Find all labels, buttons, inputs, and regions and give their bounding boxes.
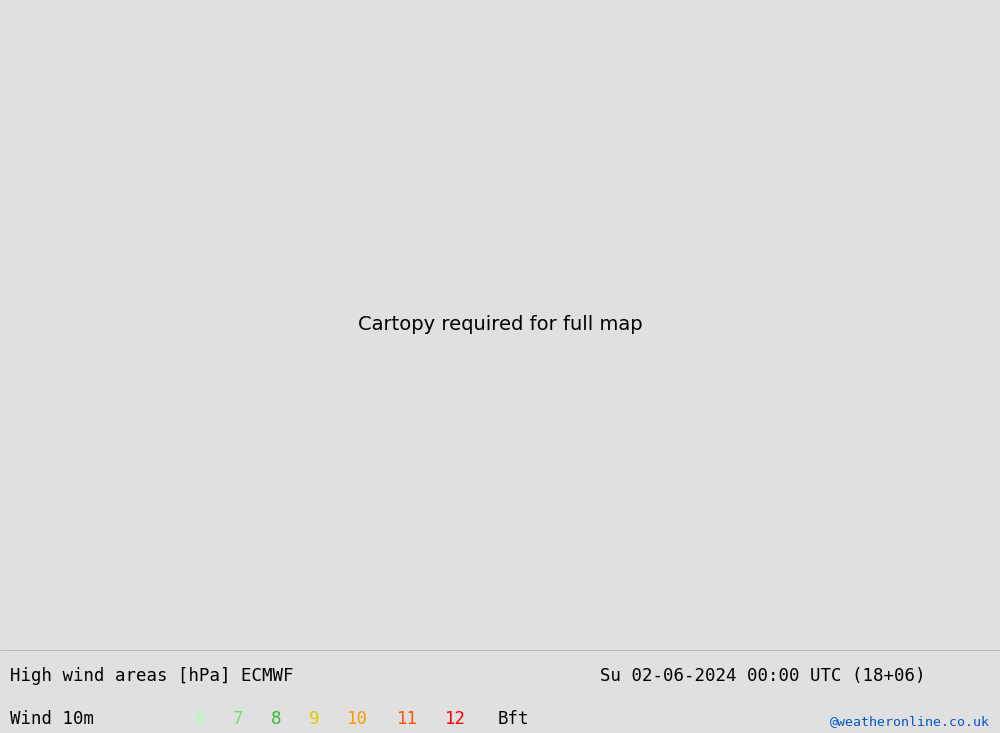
Text: Cartopy required for full map: Cartopy required for full map <box>358 315 642 334</box>
Text: 12: 12 <box>445 710 466 728</box>
Text: 9: 9 <box>309 710 320 728</box>
Text: 6: 6 <box>195 710 206 728</box>
Text: Wind 10m: Wind 10m <box>10 710 94 728</box>
Text: Su 02-06-2024 00:00 UTC (18+06): Su 02-06-2024 00:00 UTC (18+06) <box>600 666 926 685</box>
Text: Bft: Bft <box>498 710 530 728</box>
Text: High wind areas [hPa] ECMWF: High wind areas [hPa] ECMWF <box>10 666 294 685</box>
Text: 10: 10 <box>347 710 368 728</box>
Text: @weatheronline.co.uk: @weatheronline.co.uk <box>830 715 990 728</box>
Text: 11: 11 <box>397 710 418 728</box>
Text: 8: 8 <box>271 710 282 728</box>
Text: 7: 7 <box>233 710 244 728</box>
